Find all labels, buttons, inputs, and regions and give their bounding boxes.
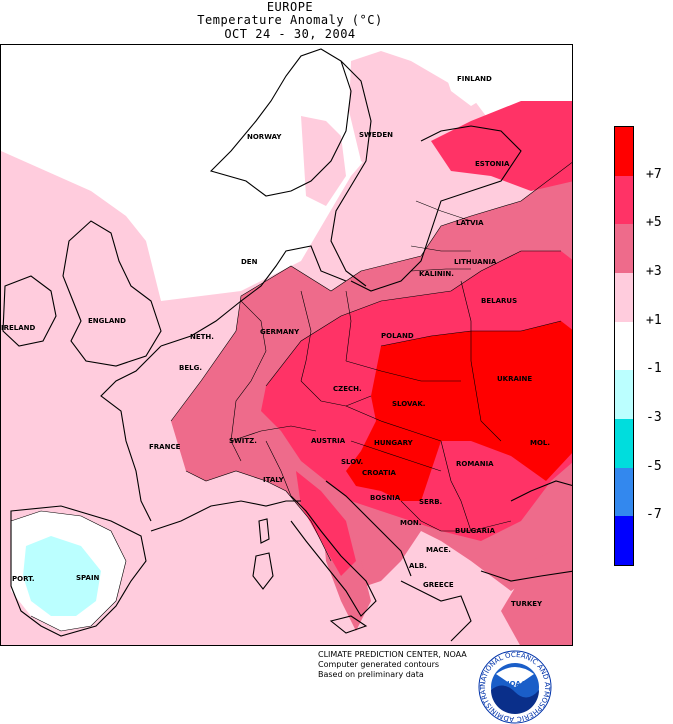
country-borders [230, 200, 512, 532]
noaa-logo: NATIONAL OCEANIC AND ATMOSPHERIC ADMINIS… [478, 650, 552, 724]
legend-swatch-5 [615, 370, 633, 419]
map-svg: FINLAND NORWAY SWEDEN ESTONIA LATVIA DEN… [1, 48, 572, 645]
legend-swatch-0 [615, 127, 633, 176]
coast-turkey [480, 570, 572, 582]
label-lithuania: LITHUANIA [454, 258, 497, 266]
label-belg: BELG. [179, 364, 202, 372]
coast-norway [209, 48, 352, 197]
legend-tick-2: +3 [646, 264, 662, 279]
label-slovak: SLOVAK. [392, 400, 425, 408]
label-sweden: SWEDEN [359, 131, 393, 139]
legend-swatch-6 [615, 419, 633, 468]
coast-sweden-finland [330, 60, 372, 287]
color-legend [614, 126, 634, 566]
label-bosnia: BOSNIA [370, 494, 401, 502]
coast-continent-west [160, 245, 347, 347]
label-romania: ROMANIA [456, 460, 494, 468]
label-bulgaria: BULGARIA [455, 527, 496, 535]
label-italy: ITALY [263, 476, 285, 484]
label-czech: CZECH. [333, 385, 362, 393]
legend-swatch-2 [615, 224, 633, 273]
label-switz: SWITZ. [229, 437, 257, 445]
label-mon: MON. [400, 519, 421, 527]
legend-tick-3: +1 [646, 312, 662, 328]
legend-tick-5: -3 [646, 410, 662, 425]
label-england: ENGLAND [88, 317, 126, 325]
legend-swatch-4 [615, 321, 633, 371]
country-labels: FINLAND NORWAY SWEDEN ESTONIA LATVIA DEN… [1, 75, 550, 608]
label-germany: GERMANY [260, 328, 300, 336]
label-austria: AUSTRIA [311, 437, 346, 445]
map-title: Temperature Anomaly (°C) [197, 13, 383, 27]
coast-med-north [150, 500, 301, 532]
noaa-logo-text: NOAA [504, 680, 527, 688]
coast-corsica [258, 518, 270, 544]
shade-pos1-scandi [301, 116, 346, 206]
shade-pos1-ire [1, 271, 56, 351]
map-period: OCT 24 - 30, 2004 [224, 27, 356, 41]
coastlines [2, 48, 572, 642]
legend-tick-4: -1 [646, 361, 662, 377]
label-greece: GREECE [423, 581, 454, 589]
coast-adriatic [325, 480, 412, 577]
anomaly-shading [1, 51, 572, 645]
label-neth: NETH. [190, 333, 214, 341]
label-serb: SERB. [419, 498, 442, 506]
label-mol: MOL. [530, 439, 550, 447]
shade-pos1-uk [61, 231, 161, 366]
label-latvia: LATVIA [456, 219, 484, 227]
label-spain: SPAIN [76, 574, 100, 582]
label-slov: SLOV. [341, 458, 363, 466]
map-region-title: EUROPE [266, 0, 314, 14]
legend-tick-0: +7 [646, 166, 662, 182]
credit-line-1: CLIMATE PREDICTION CENTER, NOAA [318, 650, 467, 659]
shade-pos7 [346, 321, 572, 501]
credit-line-2: Computer generated contours [318, 660, 440, 669]
label-ukraine: UKRAINE [497, 375, 532, 383]
coast-iberia [10, 505, 147, 637]
label-croatia: CROATIA [362, 469, 397, 477]
label-ireland: IRELAND [1, 324, 36, 332]
label-den: DEN [241, 258, 258, 266]
label-finland: FINLAND [457, 75, 492, 83]
coast-baltic-east [350, 125, 522, 292]
label-hungary: HUNGARY [374, 439, 414, 447]
shade-pos5-it [296, 471, 356, 576]
label-mace: MACE. [426, 546, 451, 554]
coast-ireland [2, 275, 57, 347]
legend-swatch-7 [615, 467, 633, 517]
legend-tick-6: -5 [646, 458, 662, 474]
legend-swatch-3 [615, 273, 633, 322]
shade-pos3-east [501, 541, 572, 645]
anomaly-map: FINLAND NORWAY SWEDEN ESTONIA LATVIA DEN… [0, 44, 573, 646]
shade-finland-white [441, 56, 501, 106]
shade-neg3 [23, 536, 101, 616]
legend-swatch-1 [615, 175, 633, 225]
shade-pos5-fi [431, 101, 572, 191]
coast-greece [400, 580, 472, 642]
coast-sardinia [252, 552, 274, 590]
coast-italy [290, 495, 377, 617]
label-kalinin: KALININ. [419, 270, 454, 278]
legend-tick-7: -7 [646, 507, 662, 523]
credit-line-3: Based on preliminary data [318, 670, 424, 679]
coast-sicily [329, 615, 368, 634]
coast-france-west [100, 345, 162, 522]
label-france: FRANCE [149, 443, 181, 451]
label-poland: POLAND [381, 332, 414, 340]
label-norway: NORWAY [247, 133, 282, 141]
label-turkey: TURKEY [511, 600, 543, 608]
label-port: PORT. [12, 575, 35, 583]
legend-swatch-8 [615, 516, 633, 565]
coast-black-sea [510, 480, 572, 502]
legend-tick-1: +5 [646, 215, 662, 231]
label-alb: ALB. [409, 562, 427, 570]
label-estonia: ESTONIA [475, 160, 510, 168]
coast-britain [62, 220, 162, 367]
label-belarus: BELARUS [481, 297, 517, 305]
